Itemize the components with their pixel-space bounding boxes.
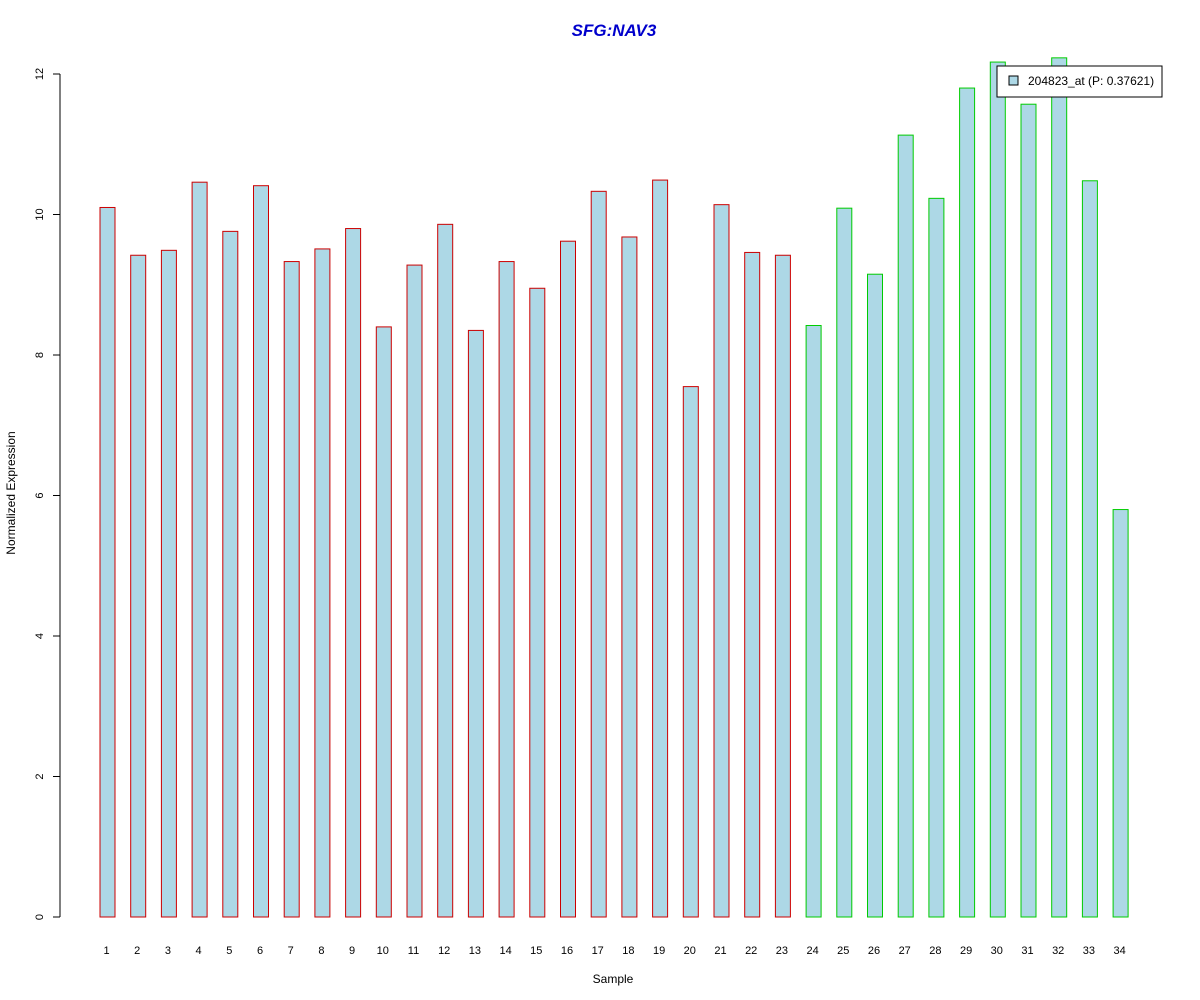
x-axis-label: Sample <box>593 972 634 986</box>
bar-sample-12 <box>437 223 454 918</box>
bar-sample-24 <box>805 324 822 918</box>
bar-sample-28 <box>928 197 945 918</box>
bar-sample-11 <box>406 264 423 918</box>
x-tick-label: 2 <box>134 945 140 957</box>
bar-sample-22 <box>744 251 761 918</box>
y-axis: 0 2 4 6 8 10 12 <box>34 68 61 920</box>
legend: 204823_at (P: 0.37621) <box>996 65 1163 98</box>
bar-sample-23 <box>774 254 791 918</box>
bar-sample-8 <box>314 248 331 918</box>
bar-sample-21 <box>713 204 730 918</box>
x-tick-label: 15 <box>530 945 542 957</box>
x-tick-label: 8 <box>318 945 324 957</box>
x-tick-label: 4 <box>196 945 202 957</box>
x-tick-label: 19 <box>653 945 665 957</box>
y-tick-label: 6 <box>34 492 46 498</box>
bar-sample-1 <box>99 206 116 918</box>
x-tick-labels: 1 2 3 4 5 6 7 8 9 10 11 12 13 14 15 16 17 18 19 20 21 22 23 24 2… <box>103 945 1125 957</box>
bar-sample-29 <box>959 87 976 918</box>
x-tick-label: 9 <box>349 945 355 957</box>
x-tick-label: 21 <box>714 945 726 957</box>
y-tick-label: 2 <box>34 773 46 779</box>
x-tick-label: 30 <box>991 945 1003 957</box>
bar-sample-25 <box>836 207 853 918</box>
bar-sample-27 <box>897 134 914 918</box>
bar-sample-20 <box>682 386 699 918</box>
bar-sample-19 <box>652 179 669 918</box>
bar-sample-33 <box>1081 180 1098 918</box>
x-tick-label: 5 <box>226 945 232 957</box>
x-tick-label: 23 <box>776 945 788 957</box>
bar-sample-34 <box>1112 509 1129 918</box>
chart-title: SFG:NAV3 <box>572 21 657 40</box>
y-tick-label: 4 <box>34 633 46 639</box>
x-tick-label: 33 <box>1083 945 1095 957</box>
x-tick-label: 11 <box>408 945 419 957</box>
x-tick-label: 6 <box>257 945 263 957</box>
bar-sample-31 <box>1020 103 1037 918</box>
bar-sample-26 <box>867 273 883 918</box>
x-tick-label: 31 <box>1021 945 1033 957</box>
x-tick-label: 29 <box>960 945 972 957</box>
y-tick-label: 0 <box>34 914 46 920</box>
x-tick-label: 20 <box>684 945 696 957</box>
bar-sample-4 <box>191 181 208 918</box>
x-tick-label: 1 <box>103 945 109 957</box>
x-tick-label: 27 <box>899 945 911 957</box>
bar-sample-17 <box>590 190 607 918</box>
x-tick-label: 18 <box>622 945 634 957</box>
legend-box <box>996 65 1163 98</box>
bar-sample-13 <box>467 329 484 918</box>
x-tick-label: 10 <box>377 945 389 957</box>
x-tick-label: 22 <box>745 945 757 957</box>
y-tick-label: 8 <box>34 352 46 358</box>
x-tick-label: 24 <box>806 945 818 957</box>
x-tick-label: 12 <box>438 945 450 957</box>
x-tick-label: 3 <box>165 945 171 957</box>
bar-sample-3 <box>160 249 177 918</box>
y-axis-label: Normalized Expression <box>4 431 18 554</box>
x-tick-label: 28 <box>929 945 941 957</box>
x-tick-label: 16 <box>561 945 573 957</box>
y-tick-label: 12 <box>34 68 46 80</box>
legend-swatch <box>1008 75 1019 86</box>
bar-sample-7 <box>283 261 300 918</box>
x-tick-label: 17 <box>592 945 604 957</box>
x-tick-label: 25 <box>837 945 849 957</box>
bar-sample-5 <box>222 230 239 918</box>
y-tick-label: 10 <box>34 208 46 220</box>
x-tick-label: 13 <box>469 945 481 957</box>
bar-sample-2 <box>130 254 147 918</box>
bar-sample-10 <box>375 326 392 918</box>
bar-sample-30 <box>989 61 1006 918</box>
bar-sample-15 <box>529 287 546 918</box>
x-tick-label: 7 <box>288 945 294 957</box>
bar-sample-18 <box>621 236 638 918</box>
bar-sample-14 <box>498 261 515 918</box>
legend-label: 204823_at (P: 0.37621) <box>1028 74 1154 88</box>
bar-sample-9 <box>345 228 362 918</box>
x-tick-label: 14 <box>499 945 511 957</box>
x-tick-label: 34 <box>1113 945 1125 957</box>
bar-sample-16 <box>560 240 576 918</box>
bar-sample-32 <box>1051 57 1068 918</box>
bars <box>99 57 1129 918</box>
bar-sample-6 <box>253 185 269 918</box>
x-tick-label: 26 <box>868 945 880 957</box>
x-tick-label: 32 <box>1052 945 1064 957</box>
